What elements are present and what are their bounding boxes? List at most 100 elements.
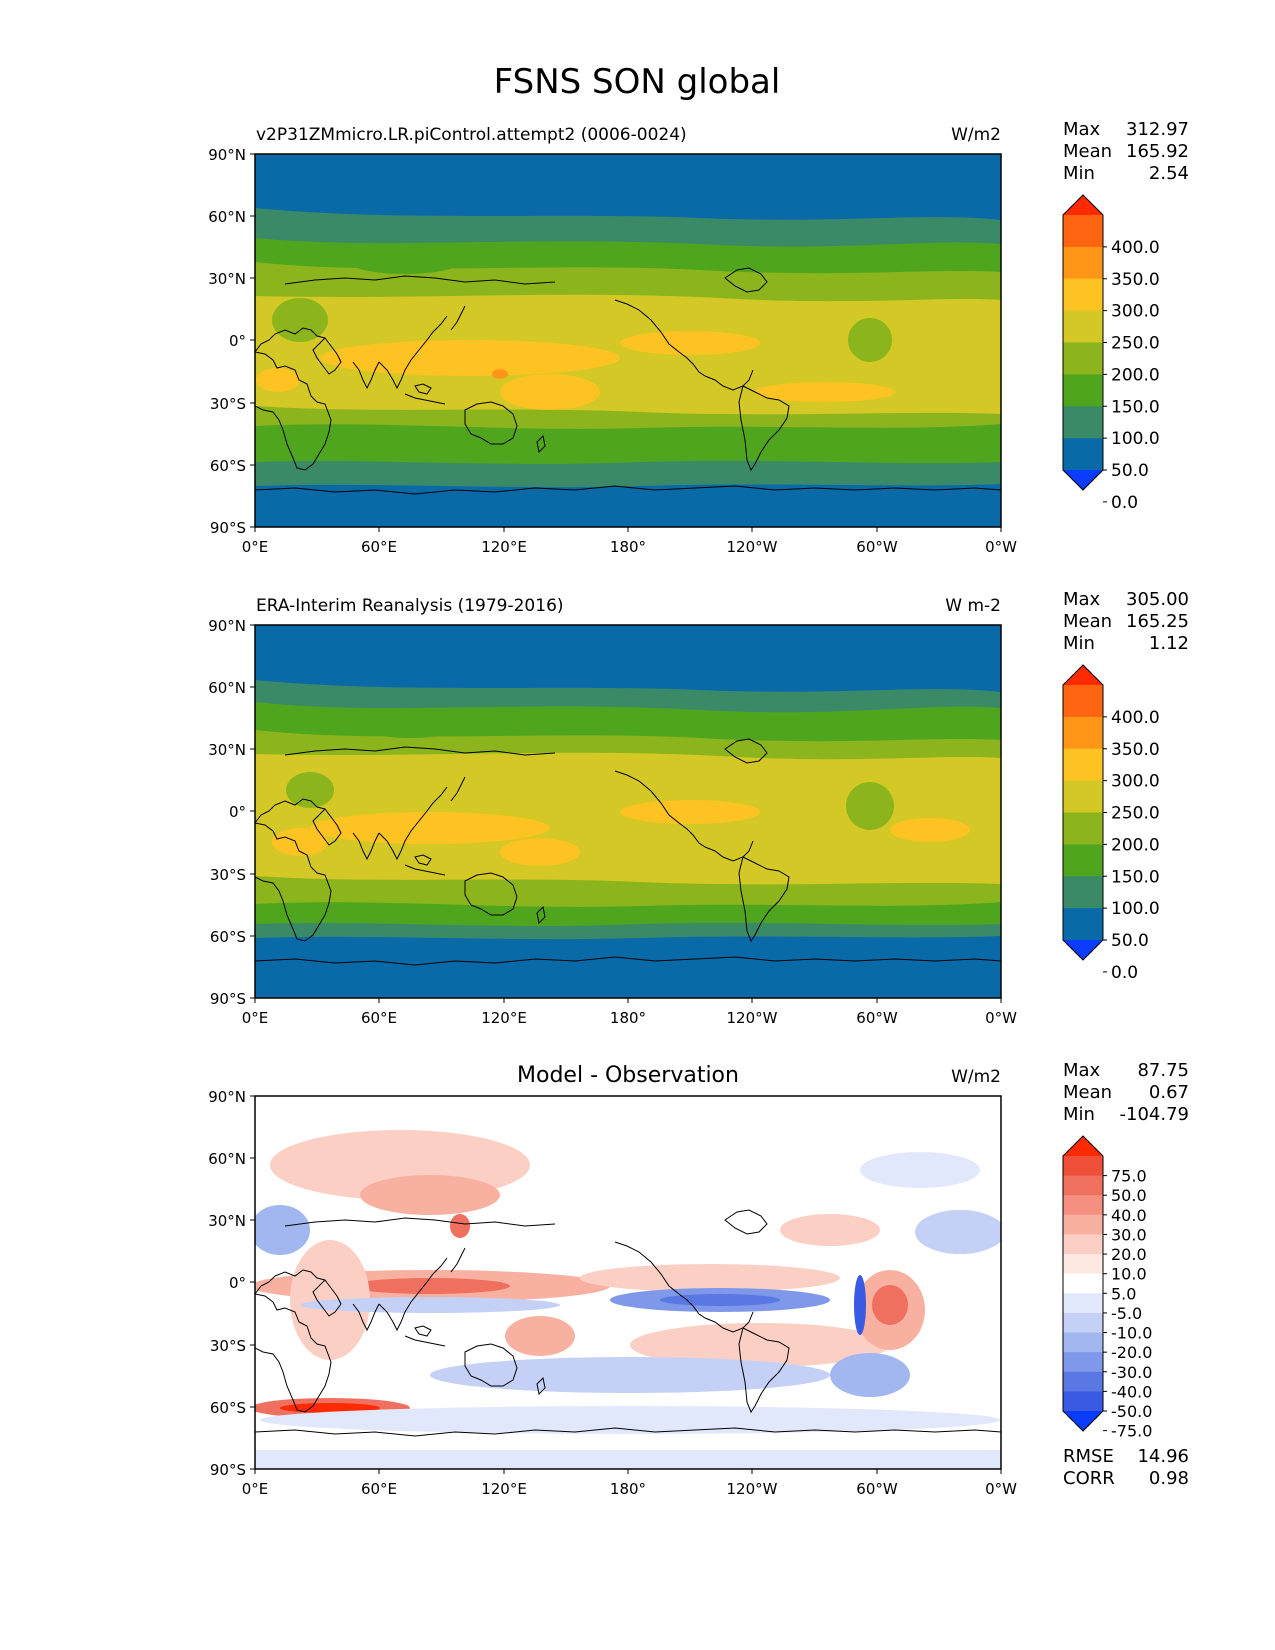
lat-tick-label: 90°S — [210, 990, 246, 1008]
colorbar-tick-label: 50.0 — [1111, 461, 1149, 481]
colorbar-segment — [1063, 278, 1103, 312]
field-maximum-region — [500, 838, 580, 866]
colorbar-max-extension — [1063, 1136, 1103, 1156]
colorbar-tick-label: 250.0 — [1111, 804, 1160, 824]
colorbar-max-extension — [1063, 195, 1103, 215]
colorbar-segment — [1063, 780, 1103, 813]
positive-anomaly — [872, 1285, 908, 1325]
lon-tick-label: 60°W — [856, 1009, 898, 1027]
colorbar-segment — [1063, 310, 1103, 343]
colorbar-segment — [1063, 374, 1103, 407]
colorbar-segment — [1063, 908, 1103, 941]
panel-left-title: v2P31ZMmicro.LR.piControl.attempt2 (0006… — [256, 125, 687, 145]
stat-label: Max — [1063, 119, 1101, 140]
lon-tick-label: 120°E — [481, 1009, 527, 1027]
colorbar-tick-label: -20.0 — [1111, 1343, 1152, 1362]
negative-anomaly — [300, 1297, 560, 1313]
colorbar-tick-label: 350.0 — [1111, 740, 1160, 760]
stat-value: 87.75 — [1137, 1060, 1189, 1081]
colorbar-tick-label: 400.0 — [1111, 238, 1160, 258]
negative-anomaly — [255, 1205, 310, 1255]
lon-tick-label: 120°W — [727, 1009, 778, 1027]
colorbar-segment — [1063, 246, 1103, 280]
lat-tick-label: 60°N — [208, 208, 246, 226]
colorbar-tick-label: -40.0 — [1111, 1382, 1152, 1401]
colorbar-min-extension — [1063, 1411, 1103, 1431]
panel-obs: ERA-Interim Reanalysis (1979-2016) W m-2… — [208, 589, 1189, 1027]
colorbar-segment — [1063, 1254, 1103, 1275]
panel-units: W/m2 — [951, 1067, 1001, 1087]
lon-tick-label: 0°E — [242, 1009, 269, 1027]
stats-block: Max 305.00 Mean 165.25 Min 1.12 — [1063, 589, 1189, 654]
negative-anomaly — [915, 1210, 1001, 1254]
lat-tick-label: 60°S — [210, 1399, 246, 1417]
lon-tick-label: 0°W — [985, 1009, 1017, 1027]
stat-value: 165.92 — [1126, 141, 1189, 162]
lat-tick-label: 0° — [229, 1274, 246, 1292]
colorbar-tick-label: -75.0 — [1111, 1422, 1152, 1441]
colorbar-segment — [1063, 1332, 1103, 1353]
lon-tick-label: 120°E — [481, 538, 527, 556]
positive-anomaly — [630, 1323, 890, 1367]
lat-tick-label: 0° — [229, 332, 246, 350]
field-maximum-region — [890, 818, 970, 842]
continental-region — [272, 298, 328, 342]
map-field — [255, 625, 1001, 998]
stat-label: Mean — [1063, 141, 1112, 162]
lon-axis: 0°E 60°E 120°E 180° 120°W 60°W 0°W — [242, 1469, 1017, 1498]
lat-axis: 90°N 60°N 30°N 0° 30°S 60°S 90°S — [208, 146, 255, 537]
stat-value: 165.25 — [1126, 611, 1189, 632]
lon-tick-label: 60°E — [361, 538, 397, 556]
colorbar-tick-label: 100.0 — [1111, 429, 1160, 449]
colorbar-segment — [1063, 215, 1103, 248]
negative-anomaly — [660, 1294, 780, 1306]
panel-left-title: ERA-Interim Reanalysis (1979-2016) — [256, 596, 564, 616]
colorbar-tick-label: 0.0 — [1111, 963, 1138, 983]
colorbar: 400.0 350.0 300.0 250.0 200.0 150.0 100.0 50.0 0… — [1062, 194, 1160, 513]
lat-tick-label: 30°N — [208, 741, 246, 759]
colorbar-segment — [1063, 748, 1103, 782]
negative-anomaly — [430, 1357, 830, 1393]
lat-tick-label: 30°N — [208, 270, 246, 288]
colorbar-tick-label: 150.0 — [1111, 397, 1160, 417]
lon-tick-label: 180° — [610, 1480, 646, 1498]
colorbar-segment — [1063, 685, 1103, 718]
lon-tick-label: 180° — [610, 1009, 646, 1027]
panel-model: v2P31ZMmicro.LR.piControl.attempt2 (0006… — [208, 119, 1189, 556]
stat-value: 0.98 — [1149, 1468, 1189, 1489]
lat-tick-label: 90°N — [208, 617, 246, 635]
colorbar-tick-label: 75.0 — [1111, 1167, 1147, 1186]
field-maximum-region — [620, 331, 760, 355]
stat-label: Min — [1063, 633, 1095, 654]
lat-tick-label: 90°N — [208, 1088, 246, 1106]
map-field — [255, 1096, 1001, 1469]
colorbar-segment — [1063, 876, 1103, 909]
lat-axis: 90°N 60°N 30°N 0° 30°S 60°S 90°S — [208, 617, 255, 1008]
lon-tick-label: 60°W — [856, 538, 898, 556]
colorbar-segment — [1063, 1175, 1103, 1196]
lon-tick-label: 0°E — [242, 1480, 269, 1498]
colorbar-tick-label: 200.0 — [1111, 835, 1160, 855]
colorbar-segment — [1063, 844, 1103, 877]
field-maximum-region — [320, 340, 620, 376]
colorbar-tick-label: -10.0 — [1111, 1324, 1152, 1343]
lat-tick-label: 30°N — [208, 1212, 246, 1230]
colorbar-segment — [1063, 1156, 1103, 1177]
field-maximum-region — [620, 800, 760, 824]
colorbar: 400.0 350.0 300.0 250.0 200.0 150.0 100.0 50.0 0… — [1062, 664, 1160, 983]
negative-anomaly — [830, 1353, 910, 1397]
lon-tick-label: 60°E — [361, 1009, 397, 1027]
lat-tick-label: 60°N — [208, 679, 246, 697]
lon-axis: 0°E 60°E 120°E 180° 120°W 60°W 0°W — [242, 998, 1017, 1027]
stat-value: 14.96 — [1137, 1446, 1189, 1467]
map-field — [255, 154, 1001, 527]
continental-region — [355, 710, 465, 738]
colorbar-segment — [1063, 1312, 1103, 1334]
colorbar-tick-label: 20.0 — [1111, 1245, 1147, 1264]
lat-tick-label: 30°S — [210, 1337, 246, 1355]
stat-value: 305.00 — [1126, 589, 1189, 610]
panel-diff: Model - Observation W/m2 — [208, 1060, 1189, 1498]
continental-region — [848, 318, 892, 362]
continental-region — [286, 772, 334, 808]
